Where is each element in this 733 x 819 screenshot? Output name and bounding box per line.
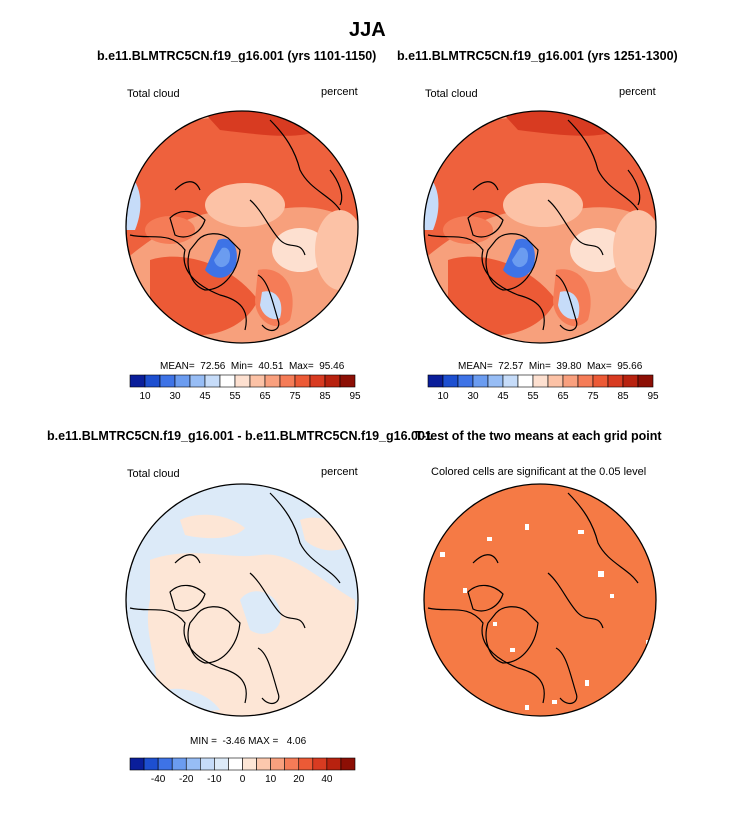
panel1-stats: MEAN= 72.56 Min= 40.51 Max= 95.46	[160, 361, 345, 372]
panel2-colorbar-label: 75	[587, 391, 599, 402]
panel3-colorbar-box	[298, 757, 314, 771]
panel4-map	[424, 484, 656, 716]
panel2-colorbar-box	[427, 374, 444, 388]
panel2-colorbar-box	[592, 374, 609, 388]
panel3-colorbar-box	[157, 757, 173, 771]
panel3-colorbar-label: -40	[151, 774, 166, 785]
panel2-colorbar-label: 10	[437, 391, 449, 402]
panel2-colorbar-box	[607, 374, 624, 388]
panel2-colorbar-box	[502, 374, 519, 388]
panel1-colorbar-box	[249, 374, 266, 388]
panel1-map	[126, 111, 358, 343]
panel2-colorbar-box	[532, 374, 549, 388]
panel3-colorbar-label: -10	[207, 774, 222, 785]
panel1-colorbar-box	[294, 374, 311, 388]
panel2-colorbar-box	[472, 374, 489, 388]
panel3-colorbar-box	[129, 757, 145, 771]
panel3-colorbar-label: 10	[265, 774, 277, 785]
panel3-colorbar-box	[340, 757, 356, 771]
panel1-colorbar-box	[189, 374, 206, 388]
panel1-colorbar-label: 85	[319, 391, 331, 402]
panel2-colorbar-label: 85	[617, 391, 629, 402]
panel2-colorbar-box	[637, 374, 654, 388]
panel3-colorbar-box	[200, 757, 215, 771]
panel1-colorbar: 10 30 45 55 65 75 85 95	[129, 374, 361, 402]
panel1-colorbar-box	[309, 374, 326, 388]
panel2-colorbar-label: 55	[527, 391, 539, 402]
panel2-colorbar-box	[517, 374, 534, 388]
panel1-map-border	[125, 110, 359, 344]
panel4-map-border	[423, 483, 657, 717]
panel1-colorbar-box	[264, 374, 281, 388]
panel3-colorbar-label: 0	[240, 774, 246, 785]
panel1-colorbar-box	[219, 374, 236, 388]
panel1-units-label: percent	[321, 86, 358, 98]
panel2-colorbar-box	[442, 374, 459, 388]
panel1-colorbar-box	[324, 374, 341, 388]
panel1-colorbar-box	[174, 374, 191, 388]
panel1-colorbar-label: 95	[349, 391, 361, 402]
panel4-significance-label: Colored cells are significant at the 0.0…	[431, 466, 647, 478]
panel3-colorbar-box	[270, 757, 285, 771]
panel2-colorbar-box	[622, 374, 639, 388]
panel1-colorbar-box	[129, 374, 146, 388]
panel3-colorbar-box	[284, 757, 300, 771]
panel3-colorbar-label: -20	[179, 774, 194, 785]
panel3-colorbar-box	[143, 757, 159, 771]
panel3-colorbar-label: 40	[321, 774, 333, 785]
panel2-colorbar-label: 30	[467, 391, 479, 402]
panel1-colorbar-box	[144, 374, 161, 388]
panel1-colorbar-box	[234, 374, 251, 388]
panel2-colorbar-label: 65	[557, 391, 569, 402]
panel3-colorbar-box	[214, 757, 229, 771]
panel1-colorbar-label: 55	[229, 391, 241, 402]
panel1-variable-label: Total cloud	[127, 88, 180, 100]
panel3-stats: MIN = -3.46 MAX = 4.06	[190, 736, 307, 747]
panel2-stats: MEAN= 72.57 Min= 39.80 Max= 95.66	[458, 361, 643, 372]
panel3-colorbar-box	[228, 757, 243, 771]
panel2-colorbar-label: 45	[497, 391, 509, 402]
panel2-map-border	[423, 110, 657, 344]
figure-title: JJA	[349, 19, 386, 41]
panel2-colorbar-box	[547, 374, 564, 388]
panel1-colorbar-label: 75	[289, 391, 301, 402]
panel3-colorbar-box	[242, 757, 257, 771]
panel3-colorbar-box	[312, 757, 328, 771]
panel1-colorbar-label: 10	[139, 391, 151, 402]
panel2-title: b.e11.BLMTRC5CN.f19_g16.001 (yrs 1251-13…	[397, 49, 678, 63]
panel3-map	[126, 484, 358, 716]
panel3-title: b.e11.BLMTRC5CN.f19_g16.001 - b.e11.BLMT…	[47, 429, 432, 443]
panel3-colorbar-box	[326, 757, 342, 771]
panel2-colorbar-box	[487, 374, 504, 388]
panel1-colorbar-label: 65	[259, 391, 271, 402]
panel4-title: T-test of the two means at each grid poi…	[415, 429, 662, 443]
panel1-colorbar-box	[339, 374, 356, 388]
panel3-colorbar: -40 -20 -10 0 10 20 40	[129, 757, 356, 785]
panel3-units-label: percent	[321, 466, 358, 478]
panel1-colorbar-box	[159, 374, 176, 388]
panel1-colorbar-box	[279, 374, 296, 388]
panel1-colorbar-box	[204, 374, 221, 388]
panel1-colorbar-label: 30	[169, 391, 181, 402]
panel2-colorbar-box	[457, 374, 474, 388]
panel2-colorbar-label: 95	[647, 391, 659, 402]
panel3-map-border	[125, 483, 359, 717]
panel3-colorbar-box	[185, 757, 201, 771]
panel2-colorbar-box	[577, 374, 594, 388]
panel2-colorbar-box	[562, 374, 579, 388]
panel1-colorbar-label: 45	[199, 391, 211, 402]
panel3-variable-label: Total cloud	[127, 468, 180, 480]
panel1-title: b.e11.BLMTRC5CN.f19_g16.001 (yrs 1101-11…	[97, 49, 377, 63]
panel3-colorbar-label: 20	[293, 774, 305, 785]
panel2-units-label: percent	[619, 86, 656, 98]
panel2-variable-label: Total cloud	[425, 88, 478, 100]
panel2-colorbar: 10 30 45 55 65 75 85 95	[427, 374, 659, 402]
panel3-colorbar-box	[256, 757, 271, 771]
panel3-colorbar-box	[171, 757, 187, 771]
panel2-map	[424, 111, 656, 343]
